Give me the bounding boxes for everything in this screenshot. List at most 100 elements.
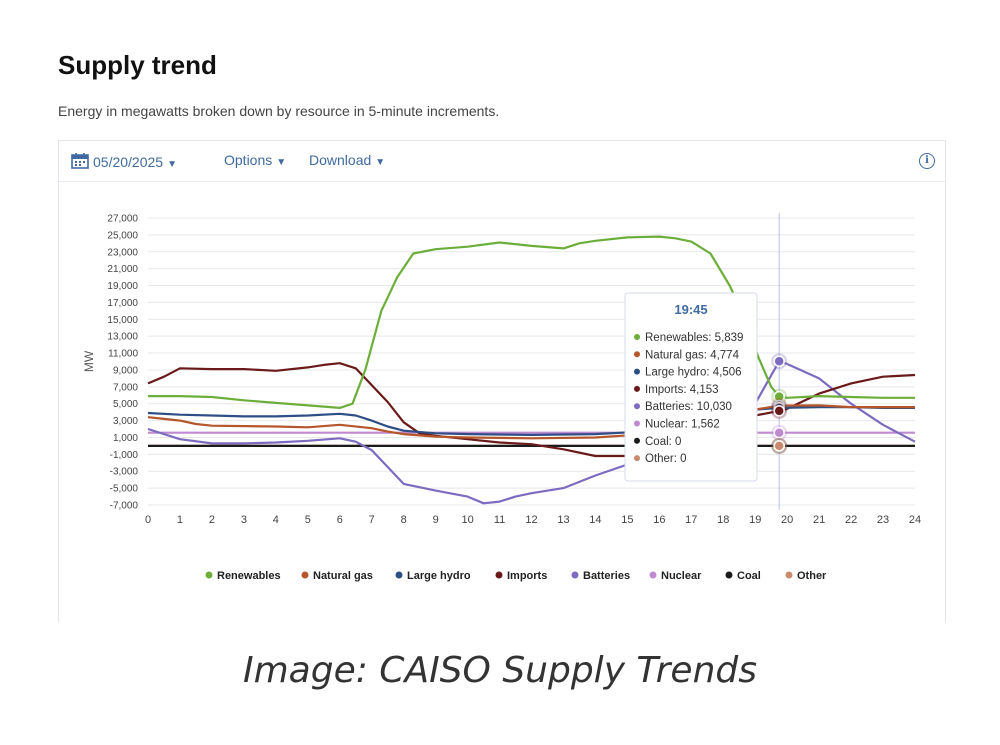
y-tick-label: 11,000 <box>108 349 138 360</box>
series-line-large-hydro <box>147 406 915 436</box>
hover-marker <box>771 424 788 441</box>
tooltip: 19:45 Renewables: 5,839 Natural gas: 4,774… <box>624 292 758 482</box>
y-tick-label: -3,000 <box>110 467 139 478</box>
tooltip-entry: Renewables: 5,839 <box>645 332 743 344</box>
x-tick-label: 2 <box>209 514 215 526</box>
series-line-renewables <box>148 235 915 409</box>
tooltip-entry: Natural gas: 4,774 <box>645 349 740 361</box>
download-label: Download <box>309 152 372 168</box>
download-dropdown[interactable]: Download ▼ <box>309 152 385 168</box>
series-line-natural-gas <box>147 404 915 440</box>
y-tick-label: 25,000 <box>107 230 138 241</box>
legend-label: Natural gas <box>313 570 373 582</box>
tooltip-bullet <box>634 437 640 444</box>
info-icon[interactable]: i <box>919 153 935 169</box>
tooltip-entry: Imports: 4,153 <box>645 384 719 396</box>
x-tick-label: 1 <box>177 514 183 526</box>
page-subtitle: Energy in megawatts broken down by resou… <box>58 103 500 119</box>
hover-marker <box>771 388 788 405</box>
y-tick-label: 17,000 <box>107 298 138 309</box>
legend-label: Large hydro <box>407 570 471 582</box>
x-tick-label: 4 <box>273 514 279 526</box>
legend-label: Coal <box>737 570 761 582</box>
legend-item-renewables: Renewables <box>205 570 281 582</box>
date-picker[interactable]: 05/20/2025 ▼ <box>71 152 177 170</box>
tooltip-bullet <box>634 368 640 375</box>
legend-swatch <box>495 571 503 579</box>
page-title: Supply trend <box>58 50 217 80</box>
x-tick-label: 7 <box>369 514 375 526</box>
x-tick-label: 17 <box>685 514 697 526</box>
legend-item-nuclear: Nuclear <box>649 570 702 582</box>
legend-label: Renewables <box>217 570 281 582</box>
x-tick-label: 5 <box>305 514 311 526</box>
x-tick-label: 20 <box>781 514 793 526</box>
date-value: 05/20/2025 <box>93 154 164 170</box>
y-tick-label: -1,000 <box>110 450 139 461</box>
y-tick-label: 13,000 <box>107 332 138 343</box>
y-tick-label: 5,000 <box>113 399 138 410</box>
x-tick-label: 8 <box>401 514 407 526</box>
chart-panel: 05/20/2025 ▼ Options ▼ Download ▼ i 27,000 2… <box>58 140 946 622</box>
x-tick-label: 13 <box>557 514 569 526</box>
options-label: Options <box>224 152 273 168</box>
legend-item-other: Other <box>785 570 827 582</box>
legend-swatch <box>785 571 793 579</box>
y-tick-label: 9,000 <box>113 365 138 376</box>
tooltip-bullet <box>634 351 640 358</box>
y-tick-label: 19,000 <box>107 281 138 292</box>
hover-marker <box>771 402 788 419</box>
legend-item-large-hydro: Large hydro <box>395 570 471 582</box>
x-tick-label: 6 <box>337 514 343 526</box>
legend-swatch <box>205 571 213 579</box>
legend-swatch <box>725 571 733 579</box>
chart-toolbar: 05/20/2025 ▼ Options ▼ Download ▼ i <box>59 141 945 182</box>
y-tick-label: 7,000 <box>113 382 138 393</box>
options-dropdown[interactable]: Options ▼ <box>224 152 286 168</box>
x-tick-label: 10 <box>461 514 473 526</box>
y-tick-label: 23,000 <box>107 247 138 258</box>
tooltip-bullet <box>634 455 640 462</box>
y-tick-label: 21,000 <box>107 264 138 275</box>
legend-swatch <box>649 571 657 579</box>
legend-item-batteries: Batteries <box>571 570 630 582</box>
legend-item-coal: Coal <box>725 570 761 582</box>
tooltip-time: 19:45 <box>674 302 707 317</box>
tooltip-entry: Nuclear: 1,562 <box>645 419 720 431</box>
tooltip-bullet <box>634 420 640 427</box>
x-tick-label: 19 <box>749 514 761 526</box>
y-tick-label: -5,000 <box>110 484 139 495</box>
y-axis-label: MW <box>82 350 96 372</box>
legend-label: Nuclear <box>661 570 702 582</box>
tooltip-bullet <box>634 385 640 392</box>
supply-trend-chart: 2 7,000 25,000 23,000 21,000 19,000 17,000 1 5,0… <box>82 213 921 582</box>
x-tick-label: 23 <box>877 514 889 526</box>
hover-marker <box>771 437 788 454</box>
x-tick-label: 3 <box>241 514 247 526</box>
caret-down-icon: ▼ <box>276 157 287 168</box>
x-tick-label: 12 <box>525 514 537 526</box>
x-tick-label: 18 <box>717 514 729 526</box>
y-tick-label: -7,000 <box>110 501 139 512</box>
image-caption: Image: CAISO Supply Trends <box>242 650 758 691</box>
x-tick-label: 0 <box>145 514 151 526</box>
y-tick-label: 1,000 <box>113 433 138 444</box>
caret-down-icon: ▼ <box>167 159 177 170</box>
x-tick-label: 11 <box>494 514 505 526</box>
marker-dot <box>773 355 785 367</box>
x-tick-label: 22 <box>845 514 857 526</box>
legend-label: Other <box>797 570 827 582</box>
legend-swatch <box>301 571 309 579</box>
legend-swatch <box>395 571 403 579</box>
x-tick-label: 21 <box>813 514 825 526</box>
x-tick-label: 16 <box>653 514 665 526</box>
x-tick-label: 15 <box>621 514 633 526</box>
x-tick-label: 24 <box>909 514 921 526</box>
marker-dot <box>773 405 785 417</box>
marker-dot <box>773 426 785 439</box>
tooltip-bullet <box>634 334 640 340</box>
legend-item-imports: Imports <box>495 570 547 582</box>
tooltip-entry: Large hydro: 4,506 <box>645 367 742 379</box>
tooltip-entry: Other: 0 <box>645 453 687 465</box>
marker-dot <box>773 440 785 452</box>
